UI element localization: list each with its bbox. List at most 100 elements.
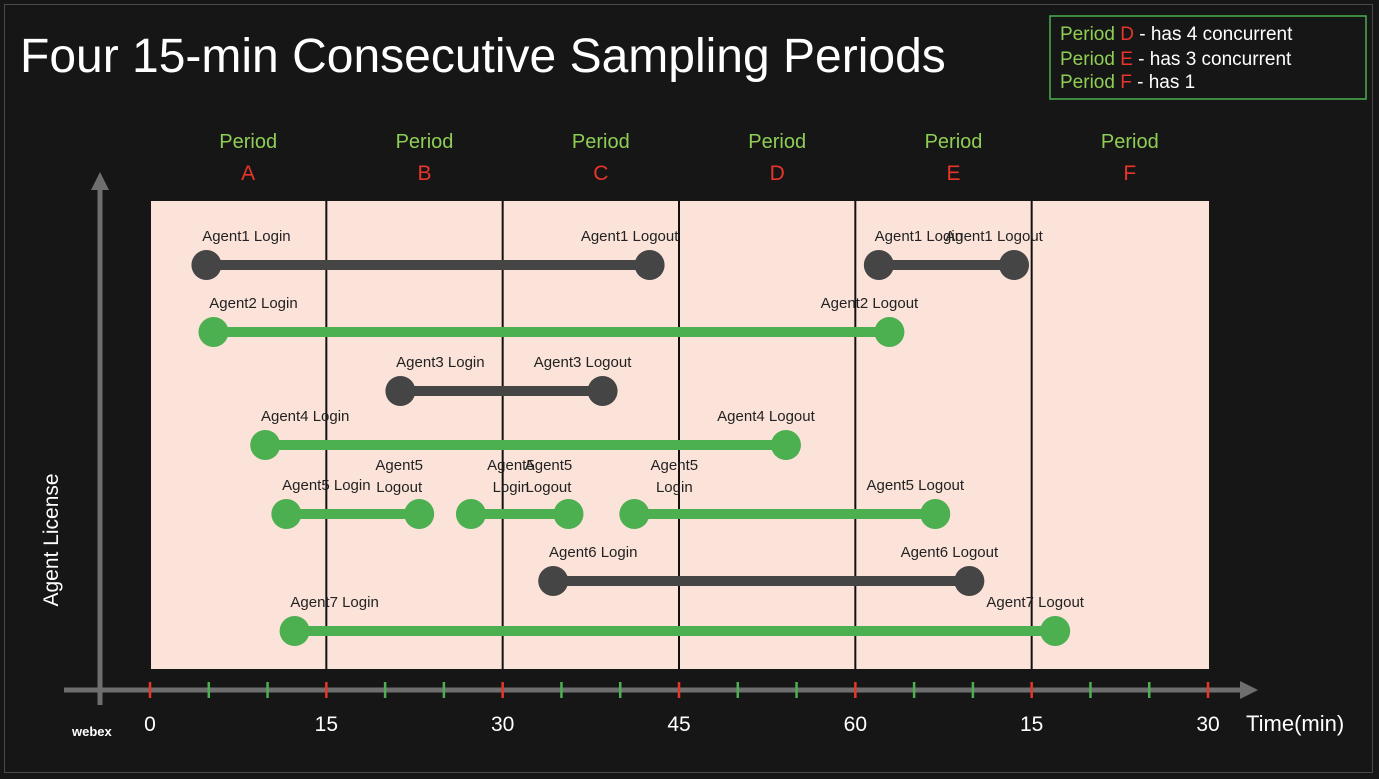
- login-marker: [279, 616, 310, 646]
- logout-marker: [1040, 616, 1071, 646]
- slide-title: Four 15-min Consecutive Sampling Periods: [20, 30, 946, 83]
- login-label: Agent5 Login: [651, 457, 699, 496]
- period-letter: A: [241, 162, 255, 185]
- session-agent2: Agent2 Login Agent2 Logout: [198, 295, 919, 347]
- login-marker: [455, 499, 486, 529]
- x-axis-ticks: [148, 682, 1210, 698]
- label-line-1: Agent5: [487, 457, 535, 474]
- login-marker: [250, 430, 281, 460]
- session-agent5: Agent5 Login Agent5 Logout: [619, 457, 965, 529]
- label-line-1: Agent5: [525, 457, 573, 474]
- label-line-2: Login: [493, 479, 530, 496]
- logout-label: Agent1 Logout: [945, 228, 1043, 245]
- legend-line-e: Period E - has 3 concurrent: [1060, 49, 1292, 70]
- period-letter: C: [593, 162, 608, 185]
- legend-line-d: Period D - has 4 concurrent: [1060, 24, 1293, 45]
- login-label: Agent6 Login: [549, 544, 637, 561]
- x-axis-label: Time(min): [1246, 711, 1344, 736]
- y-axis-label: Agent License: [40, 473, 63, 606]
- legend-period-word: Period: [1060, 24, 1115, 45]
- period-letter: B: [417, 162, 431, 185]
- legend-period-word: Period: [1060, 49, 1115, 70]
- period-letter: E: [946, 162, 960, 185]
- login-label: Agent5 Login: [487, 457, 535, 496]
- logout-marker: [920, 499, 951, 529]
- period-letter: D: [770, 162, 785, 185]
- logout-label: Agent1 Logout: [581, 228, 679, 245]
- period-label: Period: [748, 131, 806, 153]
- logout-marker: [874, 317, 905, 347]
- label-line-2: Login: [656, 479, 693, 496]
- logout-marker: [770, 430, 801, 460]
- session-agent3: Agent3 Login Agent3 Logout: [385, 354, 632, 406]
- logout-marker: [634, 250, 665, 280]
- login-label: Agent4 Login: [261, 408, 349, 425]
- logout-marker: [954, 566, 985, 596]
- period-label: Period: [572, 131, 630, 153]
- login-marker: [863, 250, 894, 280]
- login-label: Agent2 Login: [209, 295, 297, 312]
- login-marker: [271, 499, 302, 529]
- login-label: Agent7 Login: [290, 594, 378, 611]
- legend-description: - has 3 concurrent: [1138, 49, 1292, 70]
- session-agent7: Agent7 Login Agent7 Logout: [279, 594, 1085, 646]
- logout-label: Agent4 Logout: [717, 408, 815, 425]
- login-marker: [619, 499, 650, 529]
- x-tick-label: 0: [144, 713, 156, 736]
- period-headers: Period A Period B Period C Period D Period E Perio…: [219, 131, 1158, 185]
- period-label: Period: [219, 131, 277, 153]
- login-label: Agent1 Login: [202, 228, 290, 245]
- session-agent5: Agent5 Login Agent5 Logout: [271, 457, 435, 529]
- logout-marker: [999, 250, 1030, 280]
- logout-label: Agent6 Logout: [901, 544, 999, 561]
- logout-marker: [587, 376, 618, 406]
- x-tick-label: 45: [667, 713, 690, 736]
- login-label: Agent1 Login: [875, 228, 963, 245]
- login-marker: [538, 566, 569, 596]
- agent-sessions: Agent1 Login Agent1 Logout Agent1 LoginAge…: [191, 228, 1085, 646]
- period-label: Period: [1101, 131, 1159, 153]
- legend: Period D - has 4 concurrent Period E - h…: [1049, 15, 1367, 100]
- legend-period-word: Period: [1060, 72, 1115, 93]
- period-label: Period: [396, 131, 454, 153]
- logout-label: Agent7 Logout: [986, 594, 1084, 611]
- logout-marker: [404, 499, 435, 529]
- logout-label: Agent5 Logout: [375, 457, 423, 496]
- login-label: Agent5 Login: [282, 477, 370, 494]
- y-axis-arrow-icon: [91, 172, 109, 190]
- logout-label: Agent5 Logout: [866, 477, 964, 494]
- label-line-2: Logout: [376, 479, 423, 496]
- legend-period-letter: E: [1120, 49, 1133, 70]
- period-letter: F: [1123, 162, 1136, 185]
- legend-period-letter: F: [1120, 72, 1132, 93]
- login-marker: [385, 376, 416, 406]
- session-agent4: Agent4 Login Agent4 Logout: [250, 408, 816, 460]
- session-agent5: Agent5 Login Agent5 Logout: [455, 457, 584, 529]
- login-marker: [191, 250, 222, 280]
- label-line-2: Logout: [526, 479, 573, 496]
- x-tick-label: 15: [1020, 713, 1043, 736]
- logout-label: Agent3 Logout: [534, 354, 632, 371]
- legend-line-f: Period F - has 1: [1060, 72, 1195, 93]
- x-tick-label: 30: [491, 713, 514, 736]
- login-label: Agent3 Login: [396, 354, 484, 371]
- x-tick-label: 15: [315, 713, 338, 736]
- period-boundaries: [325, 201, 1033, 669]
- slide-frame: [4, 4, 1373, 773]
- legend-box: [1049, 15, 1367, 100]
- axes: Agent License Time(min): [40, 172, 1344, 736]
- x-tick-label: 60: [844, 713, 867, 736]
- session-agent6: Agent6 Login Agent6 Logout: [538, 544, 999, 596]
- logout-label: Agent5 Logout: [525, 457, 573, 496]
- legend-description: - has 4 concurrent: [1139, 24, 1293, 45]
- login-marker: [198, 317, 229, 347]
- period-label: Period: [925, 131, 983, 153]
- x-axis-arrow-icon: [1240, 681, 1258, 699]
- x-axis-tick-labels: 0 15 30 45 60 15 30: [144, 713, 1220, 736]
- label-line-1: Agent5: [651, 457, 699, 474]
- x-tick-label: 30: [1196, 713, 1219, 736]
- webex-logo: webex: [71, 724, 113, 739]
